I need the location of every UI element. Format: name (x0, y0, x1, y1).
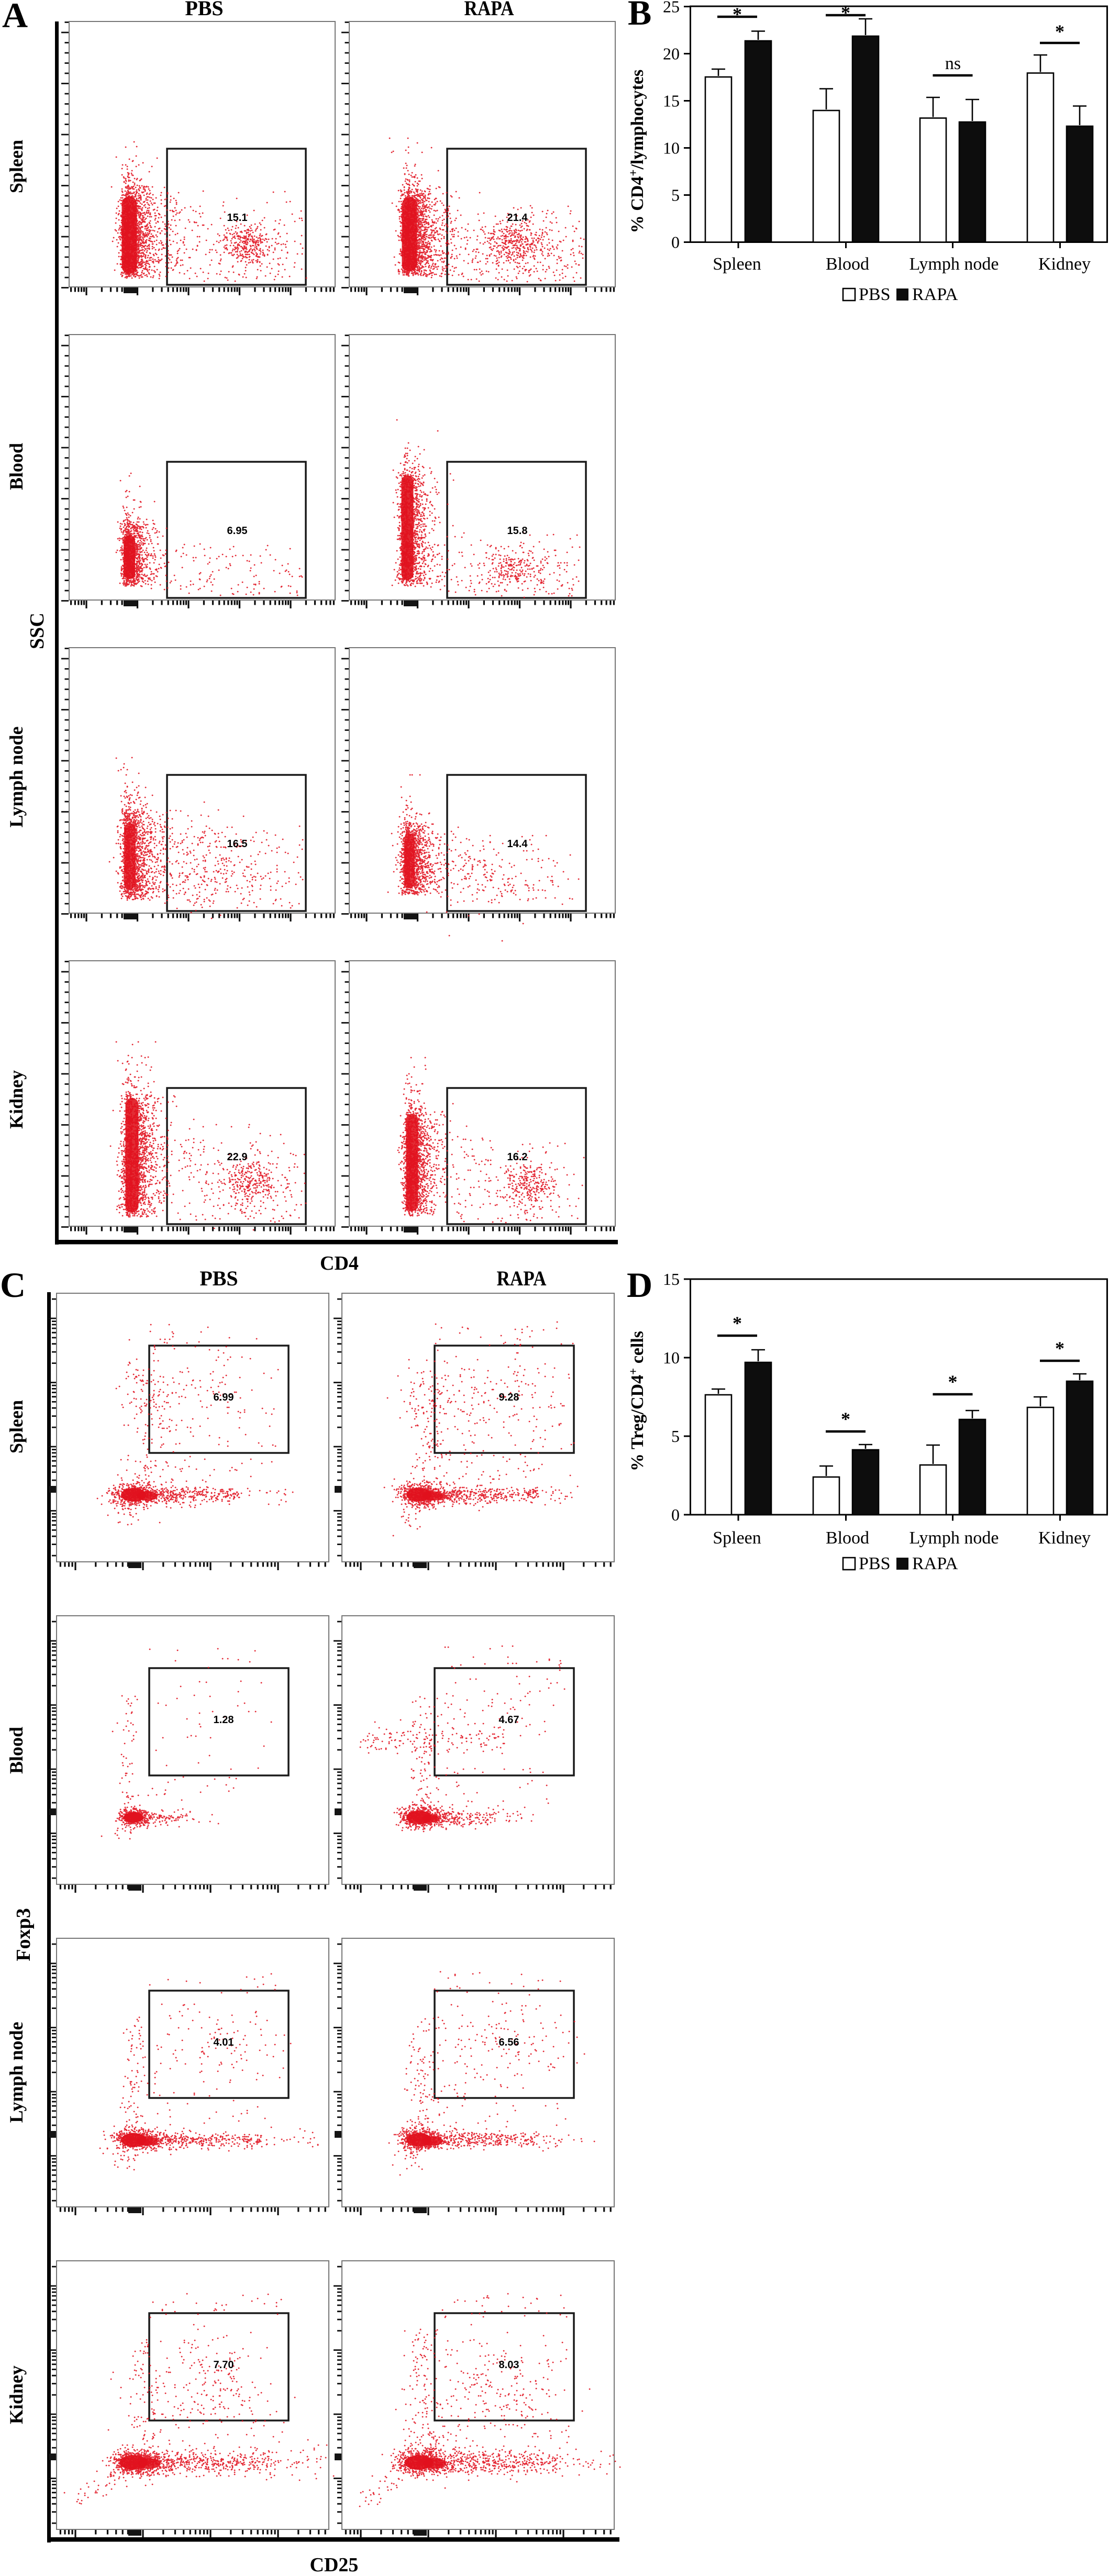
svg-text:C: C (0, 1265, 26, 1305)
svg-text:Kidney: Kidney (1038, 254, 1091, 274)
svg-text:Spleen: Spleen (6, 1400, 27, 1453)
svg-text:22.9: 22.9 (227, 1151, 248, 1163)
svg-text:Kidney: Kidney (6, 1070, 27, 1129)
svg-text:CD4: CD4 (320, 1252, 359, 1274)
svg-text:4.67: 4.67 (499, 1714, 519, 1726)
svg-text:4.01: 4.01 (214, 2037, 234, 2048)
svg-text:% Treg/CD4+ cells: % Treg/CD4+ cells (627, 1331, 647, 1471)
svg-text:Spleen: Spleen (713, 1528, 761, 1548)
svg-text:7.70: 7.70 (214, 2359, 234, 2371)
svg-text:8.03: 8.03 (499, 2359, 519, 2371)
svg-text:Blood: Blood (6, 1727, 27, 1774)
svg-text:*: * (733, 4, 742, 25)
svg-text:*: * (948, 1371, 958, 1392)
svg-text:20: 20 (663, 45, 680, 63)
svg-text:A: A (2, 0, 28, 35)
svg-text:0: 0 (671, 1505, 680, 1524)
svg-text:9.28: 9.28 (499, 1392, 519, 1403)
svg-text:RAPA: RAPA (912, 1554, 958, 1573)
svg-text:ns: ns (945, 54, 961, 73)
svg-text:16.2: 16.2 (507, 1151, 528, 1163)
svg-text:*: * (733, 1313, 742, 1334)
svg-text:*: * (1055, 21, 1064, 42)
svg-text:% CD4+/lymphocytes: % CD4+/lymphocytes (627, 70, 647, 234)
svg-text:Foxp3: Foxp3 (13, 1908, 35, 1961)
svg-text:PBS: PBS (859, 1554, 891, 1573)
svg-text:Spleen: Spleen (6, 140, 27, 193)
svg-text:6.95: 6.95 (227, 525, 248, 537)
svg-text:RAPA: RAPA (912, 285, 958, 304)
svg-text:Lymph node: Lymph node (6, 2022, 27, 2123)
svg-text:PBS: PBS (859, 285, 891, 304)
svg-text:16.5: 16.5 (227, 838, 248, 850)
svg-text:Lymph node: Lymph node (6, 726, 27, 827)
svg-text:Lymph node: Lymph node (910, 1528, 999, 1548)
svg-text:*: * (841, 1408, 850, 1429)
svg-text:25: 25 (663, 0, 680, 16)
svg-text:Blood: Blood (826, 254, 869, 274)
svg-text:*: * (1055, 1338, 1064, 1359)
svg-text:6.99: 6.99 (214, 1392, 234, 1403)
svg-text:Blood: Blood (6, 443, 27, 490)
svg-text:*: * (841, 2, 850, 23)
svg-text:5: 5 (671, 1427, 680, 1446)
svg-text:Kidney: Kidney (6, 2366, 27, 2424)
svg-text:21.4: 21.4 (507, 212, 528, 224)
svg-text:SSC: SSC (26, 613, 48, 649)
svg-text:PBS: PBS (185, 0, 223, 20)
svg-text:D: D (627, 1265, 652, 1305)
svg-text:10: 10 (663, 1348, 680, 1367)
svg-text:Kidney: Kidney (1038, 1528, 1091, 1548)
svg-text:PBS: PBS (199, 1267, 238, 1290)
svg-text:Spleen: Spleen (713, 254, 761, 274)
svg-text:10: 10 (663, 139, 680, 158)
svg-text:15: 15 (663, 92, 680, 110)
svg-text:0: 0 (671, 233, 680, 252)
svg-text:CD25: CD25 (310, 2554, 359, 2573)
svg-text:Lymph node: Lymph node (910, 254, 999, 274)
svg-text:5: 5 (671, 186, 680, 205)
svg-text:15: 15 (663, 1270, 680, 1289)
svg-text:RAPA: RAPA (497, 1267, 547, 1290)
svg-text:14.4: 14.4 (507, 838, 528, 850)
svg-text:1.28: 1.28 (214, 1714, 234, 1726)
svg-text:B: B (628, 0, 651, 32)
svg-text:6.56: 6.56 (499, 2037, 519, 2048)
svg-text:15.8: 15.8 (507, 525, 528, 537)
svg-text:RAPA: RAPA (464, 0, 514, 20)
svg-text:Blood: Blood (826, 1528, 869, 1548)
svg-text:15.1: 15.1 (227, 212, 248, 224)
